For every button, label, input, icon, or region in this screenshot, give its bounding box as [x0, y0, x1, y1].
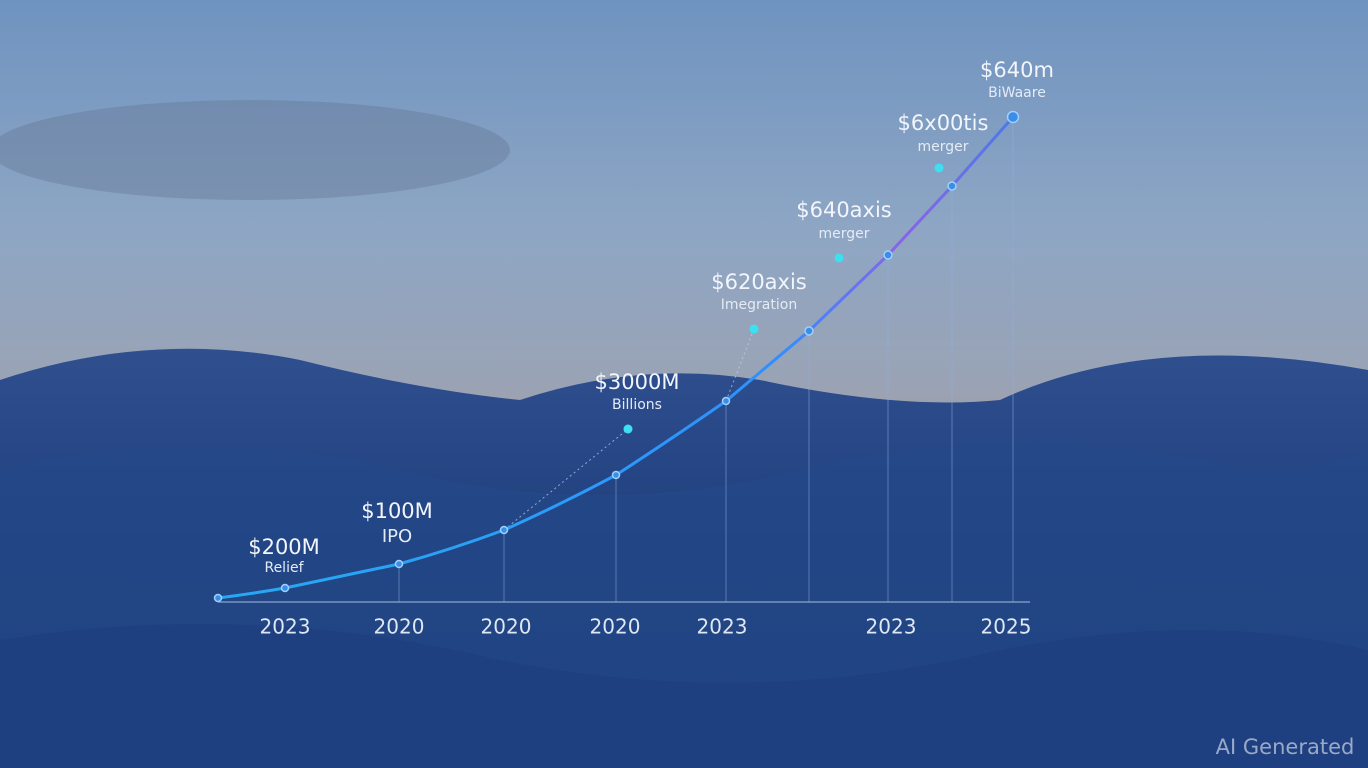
annotation-note: merger: [818, 226, 869, 242]
annotation-value: $3000M: [595, 370, 680, 394]
annotation-note: merger: [917, 139, 968, 155]
annotation-value: $200M: [248, 535, 320, 559]
annotation-value: $640axis: [796, 198, 892, 222]
annotation-note: IPO: [382, 526, 412, 547]
dotted-connector: [503, 328, 755, 531]
drop-lines: [398, 117, 1014, 602]
x-label: 2025: [981, 615, 1032, 639]
line-points: [213, 110, 1020, 603]
x-label: 2020: [374, 615, 425, 639]
wave: [0, 624, 1368, 768]
cloud: [0, 100, 510, 200]
annotation-note: Relief: [264, 560, 304, 576]
x-label: 2020: [590, 615, 641, 639]
x-label: 2023: [697, 615, 748, 639]
annotation-note: BiWaare: [988, 85, 1046, 101]
annotation-value: $6x00tis: [898, 111, 989, 135]
watermark: AI Generated: [1216, 735, 1355, 759]
annotation-note: Imegration: [721, 297, 797, 313]
annotation-value: $100M: [361, 499, 433, 523]
glow-dots: [623, 163, 944, 434]
annotation-value: $620axis: [711, 270, 807, 294]
annotation-note: Billions: [612, 397, 662, 413]
x-label: 2023: [260, 615, 311, 639]
x-label: 2023: [866, 615, 917, 639]
x-label: 2020: [481, 615, 532, 639]
annotation-value: $640m: [980, 58, 1054, 82]
